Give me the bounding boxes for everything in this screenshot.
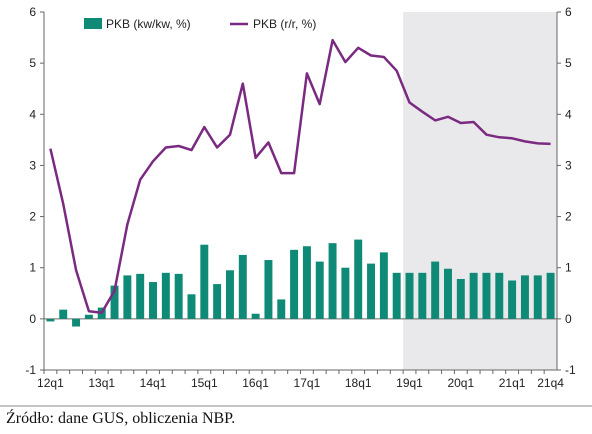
x-tick-label: 16q1 [242, 376, 269, 390]
bar [302, 246, 311, 319]
bar [469, 272, 478, 319]
bar [482, 272, 491, 319]
bar [174, 273, 183, 319]
bar [187, 294, 196, 319]
forecast-shading [403, 12, 557, 370]
y-tick-label-left: 3 [29, 158, 36, 172]
y-tick-label-left: 0 [29, 312, 36, 326]
x-tick-label: 21q4 [537, 376, 564, 390]
bar [264, 260, 273, 319]
y-tick-label-left: 2 [29, 210, 36, 224]
bar [225, 270, 234, 319]
bar [59, 309, 68, 319]
legend-bar-swatch [84, 18, 102, 29]
y-tick-label-left: 4 [29, 107, 36, 121]
bar [238, 254, 247, 319]
bar [290, 249, 299, 319]
line-series-pkb-rr [49, 38, 551, 314]
bar [379, 252, 388, 319]
legend: PKB (kw/kw, %) PKB (r/r, %) [84, 17, 316, 31]
bar [149, 282, 157, 319]
bar [315, 261, 324, 319]
y-tick-label-left: 1 [29, 261, 36, 275]
bar [213, 284, 222, 319]
y-tick-label-right: 1 [565, 261, 572, 275]
bar [84, 314, 93, 319]
bar [328, 243, 337, 319]
x-tick-label: 20q1 [447, 376, 474, 390]
y-tick-label-right: -1 [565, 363, 576, 377]
y-tick-label-right: 6 [565, 5, 572, 19]
x-tick-label: 19q1 [396, 376, 423, 390]
bar [495, 272, 504, 319]
bar [136, 273, 145, 319]
bar [123, 275, 132, 319]
y-tick-label-left: 5 [29, 56, 36, 70]
bar [456, 278, 465, 319]
y-tick-label-right: 4 [565, 107, 572, 121]
y-tick-label-right: 5 [565, 56, 572, 70]
y-tick-label-right: 3 [565, 158, 572, 172]
legend-bar-label: PKB (kw/kw, %) [106, 17, 191, 31]
bar [200, 244, 209, 319]
bar [533, 275, 542, 319]
x-tick-label: 15q1 [191, 376, 218, 390]
bar [392, 272, 401, 319]
bar [72, 318, 81, 327]
bar [405, 272, 414, 319]
y-tick-label-right: 0 [565, 312, 572, 326]
bar [444, 268, 452, 319]
y-tick-label-left: 6 [29, 5, 36, 19]
x-tick-label: 14q1 [140, 376, 167, 390]
x-tick-label: 12q1 [37, 376, 64, 390]
y-tick-label-left: -1 [25, 363, 36, 377]
bar [367, 263, 376, 319]
bar [161, 272, 170, 319]
bar [508, 280, 517, 319]
x-tick-label: 21q1 [499, 376, 526, 390]
x-tick-label: 17q1 [294, 376, 321, 390]
bar [46, 318, 55, 322]
source-note: Źródło: dane GUS, obliczenia NBP. [6, 410, 236, 427]
bar [354, 239, 363, 319]
bar [110, 285, 119, 319]
bar [431, 261, 440, 319]
bar [418, 272, 427, 319]
x-tick-label: 18q1 [345, 376, 372, 390]
x-tick-label: 13q1 [88, 376, 115, 390]
y-tick-label-right: 2 [565, 210, 572, 224]
bar [546, 272, 555, 319]
bar [277, 299, 286, 319]
bar [520, 275, 529, 319]
bar [251, 313, 260, 319]
legend-line-label: PKB (r/r, %) [253, 17, 316, 31]
bar [341, 267, 350, 319]
